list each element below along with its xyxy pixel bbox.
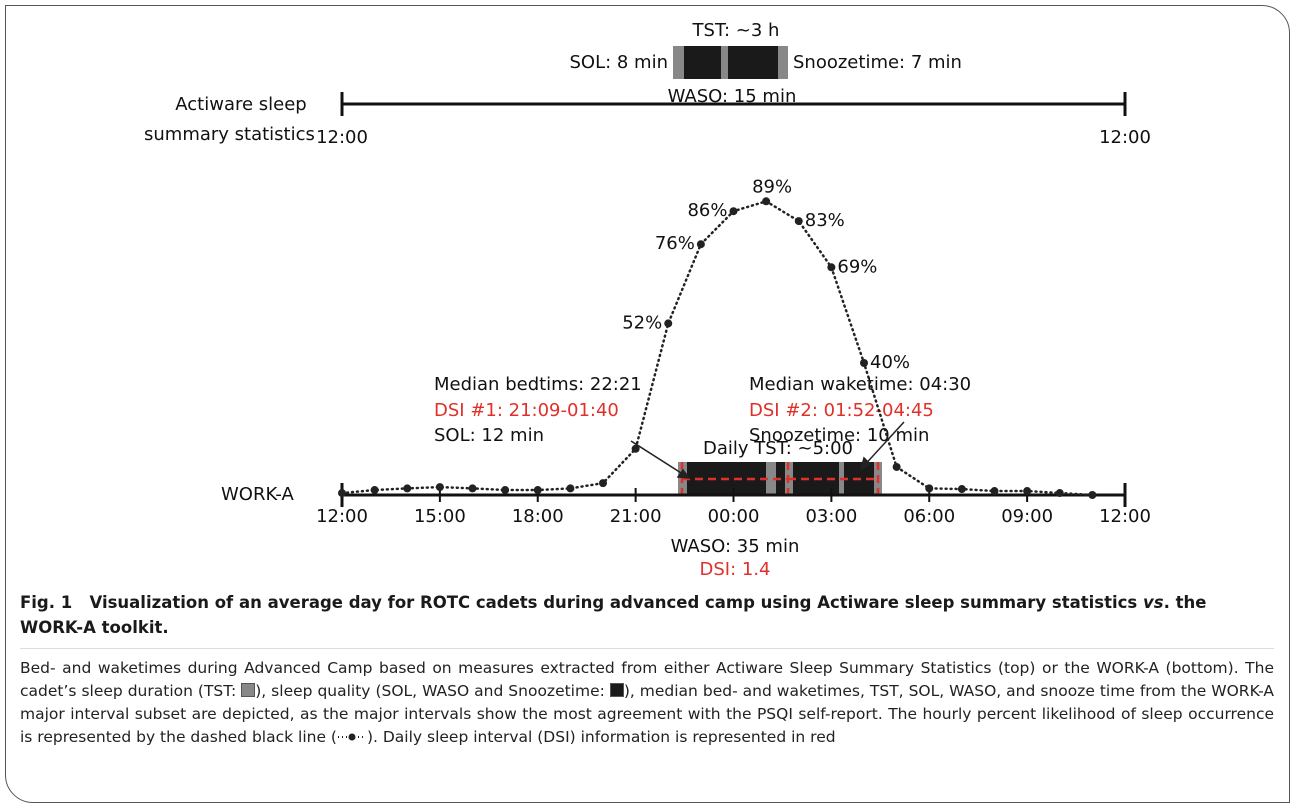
point <box>892 462 901 471</box>
point <box>925 484 934 493</box>
caption-title-text: vs <box>1142 593 1164 612</box>
waso-annotation: WASO: 35 min <box>671 536 800 557</box>
wake-annotation: DSI #2: 01:52-04:45 <box>749 400 934 421</box>
top-label: Actiware sleep <box>175 94 306 115</box>
x-tick-label: 15:00 <box>414 506 466 527</box>
caption-text: ), median bed- and waketimes, TST, SOL, … <box>20 682 1274 746</box>
value-label: 52% <box>622 312 662 333</box>
point <box>631 444 640 453</box>
top-tst: TST: ~3 h <box>692 20 780 41</box>
arrows <box>630 421 905 479</box>
caption-title-text: . the WORK-A toolkit. <box>20 593 1207 637</box>
top-waso: WASO: 15 min <box>668 86 797 107</box>
point <box>501 486 510 495</box>
top-label: summary statistics <box>144 124 315 145</box>
point <box>468 484 477 493</box>
point <box>729 207 738 216</box>
point <box>860 359 868 367</box>
x-tick-label: 06:00 <box>903 506 955 527</box>
bed-annotation: SOL: 12 min <box>434 425 544 446</box>
x-tick-label: 03:00 <box>805 506 857 527</box>
caption-text: ). Daily sleep interval (DSI) informatio… <box>366 728 836 746</box>
point <box>566 484 575 493</box>
tst-annotation: Daily TST: ~5:00 <box>703 438 853 459</box>
axis-label: WORK-A <box>221 484 294 505</box>
caption-body: Bed- and waketimes during Advanced Camp … <box>20 649 1274 749</box>
caption-text: ), sleep quality (SOL, WASO and Snoozeti… <box>255 682 610 700</box>
point <box>794 217 803 226</box>
point <box>435 483 444 492</box>
x-tick-label: 00:00 <box>708 506 760 527</box>
value-label: 40% <box>870 352 910 373</box>
point <box>827 263 836 272</box>
caption-title: Fig. 1 Visualization of an average day f… <box>20 584 1274 649</box>
point <box>696 240 705 249</box>
value-label: 86% <box>687 200 727 221</box>
caption: Fig. 1 Visualization of an average day f… <box>6 584 1288 749</box>
caption-title-text: Visualization of an average day for ROTC… <box>89 593 1143 612</box>
x-tick-label: 18:00 <box>512 506 564 527</box>
value-label: 89% <box>752 176 792 197</box>
point <box>599 479 607 488</box>
point <box>1055 489 1064 498</box>
point <box>957 485 966 494</box>
x-tick-label: 21:00 <box>610 506 662 527</box>
point <box>664 319 673 328</box>
point <box>1023 487 1032 496</box>
point <box>1088 491 1097 499</box>
point <box>762 197 771 206</box>
wake-annotation: Median waketime: 04:30 <box>749 374 971 395</box>
point <box>533 486 542 495</box>
point <box>370 486 379 495</box>
point <box>990 487 999 496</box>
dsi-annotation: DSI: 1.4 <box>699 559 770 580</box>
black-icon <box>609 683 624 697</box>
likelihood-line <box>340 199 1094 497</box>
caption-label: Fig. 1 <box>20 593 73 612</box>
value-label: 83% <box>805 210 845 231</box>
top-start: 12:00 <box>316 127 368 148</box>
x-tick-label: 12:00 <box>316 506 368 527</box>
value-label: 76% <box>655 233 695 254</box>
bed-annotation: Median bedtims: 22:21 <box>434 374 642 395</box>
top-end: 12:00 <box>1099 127 1151 148</box>
top-snooze: Snoozetime: 7 min <box>793 52 962 73</box>
point <box>403 484 412 493</box>
top-sleep-bar <box>673 46 788 79</box>
gray-icon <box>241 683 256 697</box>
work-a-sleep-bar <box>678 462 882 495</box>
chart: TST: ~3 h SOL: 8 min Snoozetime: 7 min W… <box>144 20 1151 580</box>
point <box>338 489 346 498</box>
dotted-line-icon <box>337 733 366 741</box>
figure: TST: ~3 h SOL: 8 min Snoozetime: 7 min W… <box>5 5 1290 803</box>
caption-text: Bed- and waketimes during Advanced Camp … <box>20 659 1274 700</box>
top-sol: SOL: 8 min <box>569 52 668 73</box>
bed-annotation: DSI #1: 21:09-01:40 <box>434 400 619 421</box>
value-label: 69% <box>837 256 877 277</box>
x-tick-label: 12:00 <box>1099 506 1151 527</box>
x-tick-label: 09:00 <box>1001 506 1053 527</box>
